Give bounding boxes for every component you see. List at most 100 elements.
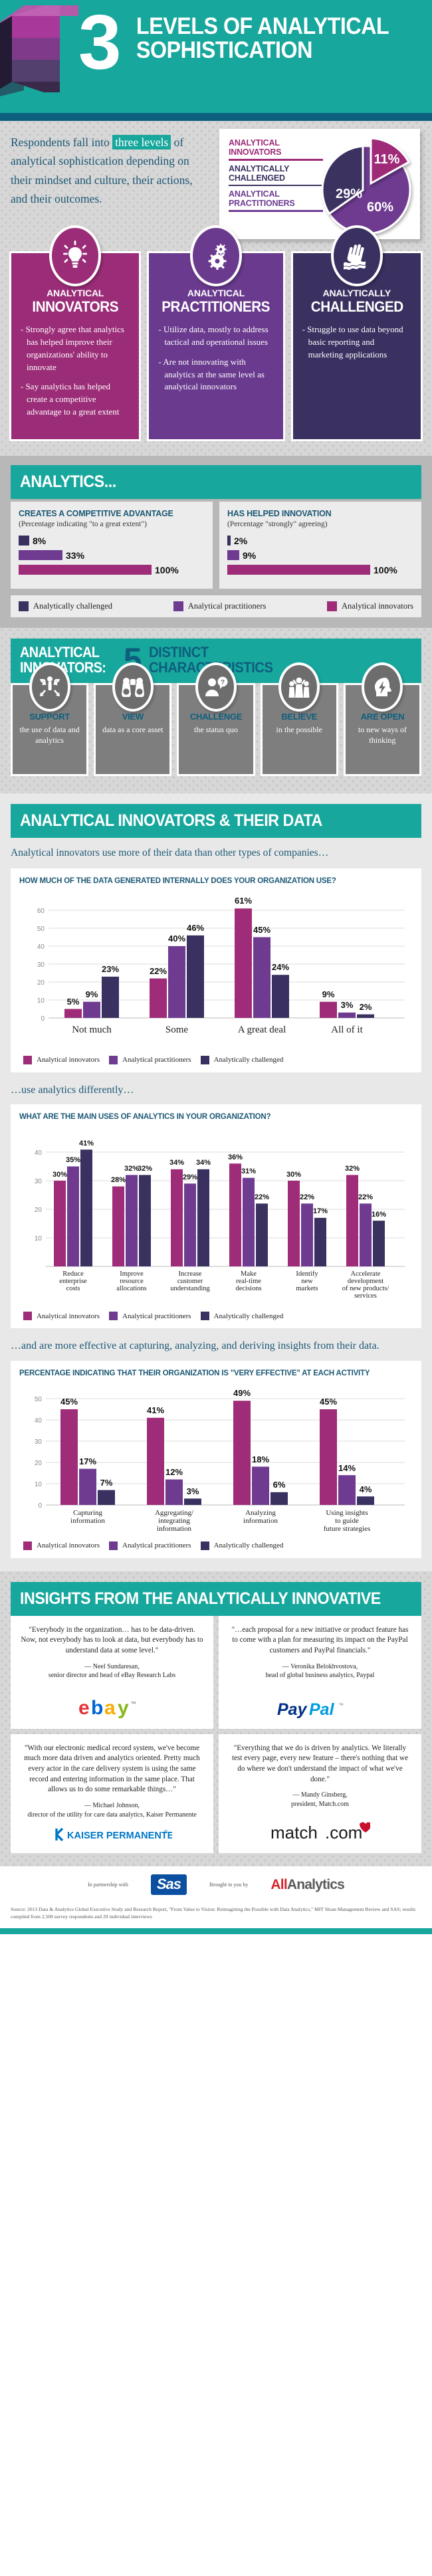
gears-icon — [190, 225, 242, 286]
insights-section: INSIGHTS FROM THE ANALYTICALLY INNOVATIV… — [0, 1571, 432, 1866]
quote-author: — Michael Johnson, — [84, 1802, 140, 1810]
ebay-logo: e b a y ™ — [77, 1690, 148, 1722]
svg-text:32%: 32% — [345, 1165, 360, 1173]
data-banner-text: ANALYTICAL INNOVATORS & THEIR DATA — [20, 811, 322, 831]
hbar-value: 8% — [33, 535, 47, 546]
svg-text:22%: 22% — [255, 1193, 269, 1201]
svg-text:41%: 41% — [147, 1405, 164, 1415]
hbar-row: 8% — [19, 536, 205, 546]
analytics-banner-text: ANALYTICS... — [20, 472, 116, 491]
svg-text:3%: 3% — [187, 1486, 199, 1496]
persona-title: CHALLENGED — [310, 298, 403, 315]
legend-swatch — [173, 601, 183, 611]
svg-text:31%: 31% — [241, 1167, 256, 1175]
svg-text:y: y — [118, 1697, 129, 1719]
infographic-page: 3 LEVELS OF ANALYTICAL SOPHISTICATION Re… — [0, 0, 432, 1935]
x-tick-label: All of it — [331, 1025, 363, 1035]
persona-title: INNOVATORS — [32, 298, 119, 315]
cube-logo-icon — [0, 5, 78, 96]
hbar-value: 100% — [155, 564, 179, 575]
legend-label: Analytical innovators — [342, 601, 413, 611]
chart-card-analytics-uses: WHAT ARE THE MAIN USES OF ANALYTICS IN Y… — [11, 1104, 421, 1329]
persona-bullet: - Struggle to use data beyond basic repo… — [302, 324, 403, 359]
persona-card-practitioners: ANALYTICAL PRACTITIONERS - Utilize data,… — [147, 225, 285, 441]
svg-text:integrating: integrating — [158, 1517, 190, 1525]
svg-text:Identify: Identify — [296, 1270, 318, 1278]
analytics-section: ANALYTICS... CREATES A COMPETITIVE ADVAN… — [0, 455, 432, 628]
pie-chart: 11% 29% 60% — [321, 137, 411, 235]
svg-text:5%: 5% — [67, 997, 80, 1007]
svg-text:information: information — [157, 1525, 191, 1533]
hbar-row: 2% — [227, 536, 413, 546]
legend-item-challenged: Analytically challenged — [200, 1541, 283, 1550]
five-card-are-open: ARE OPEN to new ways of thinking — [343, 662, 422, 777]
chart-card-effectiveness: PERCENTAGE INDICATING THAT THEIR ORGANIZ… — [11, 1360, 421, 1558]
svg-text:18%: 18% — [252, 1454, 269, 1464]
persona-card-innovators: ANALYTICAL INNOVATORS - Strongly agree t… — [9, 225, 142, 441]
column-heading: HAS HELPED INNOVATION — [227, 508, 332, 518]
svg-text:6%: 6% — [273, 1480, 286, 1490]
svg-text:34%: 34% — [169, 1159, 184, 1167]
svg-text:Pay: Pay — [277, 1700, 308, 1719]
header-title-line1: LEVELS OF ANALYTICAL — [136, 13, 389, 39]
legend-item-practitioners: Analytical practitioners — [109, 1312, 191, 1321]
svg-text:45%: 45% — [253, 925, 270, 935]
quote-card-kaiser: "With our electronic medical record syst… — [11, 1734, 213, 1854]
legend-swatch — [109, 1312, 118, 1321]
five-card-desc: data as a core asset — [102, 725, 163, 735]
svg-text:real-time: real-time — [236, 1278, 261, 1285]
pie-legend-rule — [229, 210, 323, 212]
legend-item-challenged: Analytically challenged — [200, 1312, 284, 1321]
svg-text:?: ? — [221, 679, 225, 686]
svg-text:22%: 22% — [150, 966, 167, 976]
svg-text:Capturing: Capturing — [73, 1509, 102, 1517]
quote-attribution: — Veronika Belokhvostova, head of global… — [266, 1662, 375, 1680]
svg-text:Improve: Improve — [120, 1270, 144, 1278]
bar-chart-data-usage: 60 50 40 30 20 10 0 5% 9% 23% 22% 40% 46 — [37, 896, 405, 1035]
legend-item-challenged: Analytically challenged — [200, 1055, 283, 1064]
legend-swatch — [109, 1541, 118, 1550]
analytics-column-helped-innovation: HAS HELPED INNOVATION (Percentage "stron… — [219, 501, 421, 589]
svg-text:0: 0 — [38, 1502, 42, 1510]
svg-text:40: 40 — [37, 943, 45, 951]
chart-title: PERCENTAGE INDICATING THAT THEIR ORGANIZ… — [19, 1369, 370, 1377]
chart-title: HOW MUCH OF THE DATA GENERATED INTERNALL… — [19, 876, 336, 885]
svg-text:Analyzing: Analyzing — [245, 1509, 276, 1517]
five-card-desc: the use of data and analytics — [19, 725, 80, 745]
all-analytics-logo: AllAnalytics — [270, 1877, 344, 1893]
quote-card-paypal: "…each proposal for a new initiative or … — [219, 1615, 421, 1729]
svg-text:35%: 35% — [66, 1156, 80, 1164]
intro-before: Respondents fall into — [11, 136, 110, 149]
paypal-logo: Pay Pal ™ — [277, 1692, 364, 1722]
pie-chart-card: ANALYTICAL INNOVATORS ANALYTICALLY CHALL… — [219, 129, 420, 239]
svg-text:17%: 17% — [313, 1207, 328, 1215]
pie-slice-label-innovators: 11% — [374, 152, 400, 167]
analytics-column-competitive-advantage: CREATES A COMPETITIVE ADVANTAGE (Percent… — [11, 501, 213, 589]
svg-text:7%: 7% — [100, 1478, 113, 1488]
svg-text:29%: 29% — [183, 1173, 197, 1181]
svg-text:resource: resource — [120, 1278, 144, 1285]
quote-author: — Mandy Ginsberg, — [292, 1791, 348, 1799]
svg-text:32%: 32% — [138, 1165, 152, 1173]
legend-swatch — [19, 601, 29, 611]
quote-author: — Veronika Belokhvostova, — [282, 1662, 358, 1670]
hbar-row: 33% — [19, 550, 205, 561]
svg-text:allocations: allocations — [116, 1285, 147, 1292]
five-characteristics-section: ANALYTICAL INNOVATORS: 5 DISTINCT CHARAC… — [0, 628, 432, 793]
cheering-people-icon — [278, 662, 320, 712]
legend-label: Analytically challenged — [213, 1312, 284, 1320]
hbar-row: 100% — [227, 565, 413, 575]
hbar-practitioners — [19, 550, 62, 561]
svg-text:10: 10 — [35, 1481, 43, 1488]
svg-text:28%: 28% — [111, 1176, 126, 1184]
legend-item-innovators: Analytical innovators — [23, 1055, 100, 1064]
legend-label: Analytically challenged — [33, 601, 113, 611]
quote-text: "…each proposal for a new initiative or … — [231, 1625, 409, 1655]
svg-text:™: ™ — [338, 1702, 344, 1708]
analytics-legend: Analytically challenged Analytical pract… — [11, 595, 421, 617]
svg-text:decisions: decisions — [235, 1285, 261, 1292]
svg-text:10: 10 — [37, 997, 45, 1005]
pie-legend-label: ANALYTICAL INNOVATORS — [229, 138, 282, 157]
five-card-verb: CHALLENGE — [189, 712, 243, 722]
pie-legend-item-innovators: ANALYTICAL INNOVATORS — [229, 138, 328, 161]
